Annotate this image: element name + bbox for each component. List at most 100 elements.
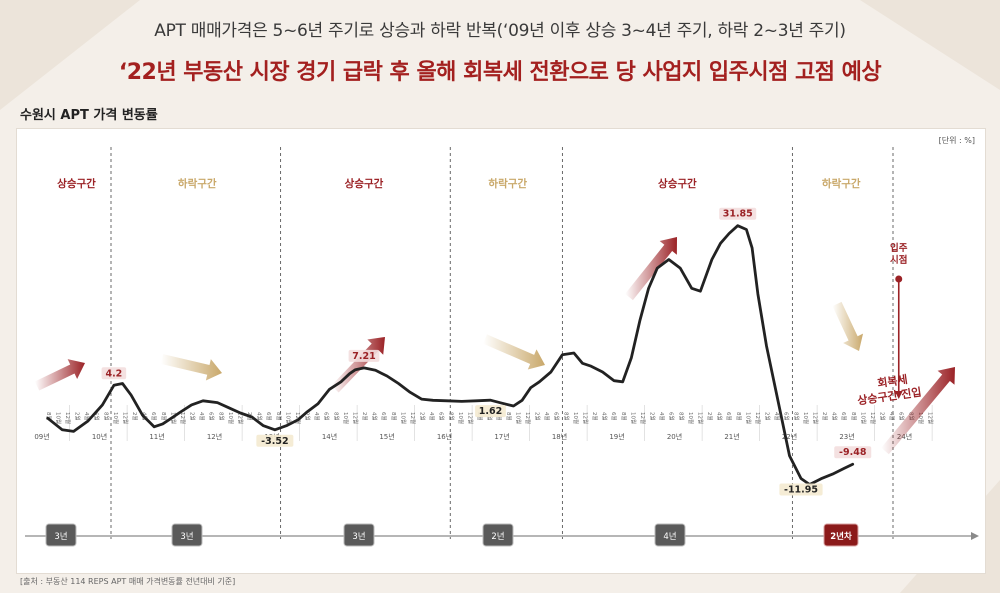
month-tick-label: 8월 (447, 412, 455, 421)
value-label-bg (101, 367, 127, 380)
duration-badge (171, 523, 203, 547)
month-tick-label: 2월 (534, 412, 542, 421)
subtitle: APT 매매가격은 5~6년 주기로 상승과 하락 반복(‘09년 이후 상승 … (154, 21, 846, 41)
page-title: ‘22년 부동산 시장 경기 급락 후 올해 회복세 전환으로 당 사업지 입주… (118, 60, 882, 85)
month-tick-label: 12월 (121, 412, 129, 424)
trend-down-arrow (483, 334, 545, 370)
duration-label: 2년 (491, 531, 504, 542)
month-tick-label: 4월 (601, 412, 609, 421)
month-tick-label: 10월 (342, 412, 350, 424)
month-tick-label: 6월 (438, 412, 446, 421)
month-tick-label: 2월 (821, 412, 829, 421)
duration-badge (654, 523, 686, 547)
month-tick-label: 2월 (649, 412, 657, 421)
phase-label: 하락구간 (178, 177, 217, 190)
month-tick-label: 10월 (859, 412, 867, 424)
value-label-bg (475, 405, 506, 418)
year-tick-label: 19년 (609, 432, 624, 441)
month-tick-label: 8월 (390, 412, 398, 421)
trend-down-arrow (832, 301, 864, 351)
value-label: 7.21 (352, 351, 375, 362)
year-tick-label: 20년 (667, 432, 682, 441)
month-tick-label: 10월 (399, 412, 407, 424)
duration-badge (482, 523, 514, 547)
timeline-arrowhead (971, 532, 979, 540)
month-tick-label: 4월 (773, 412, 781, 421)
duration-badge (45, 523, 77, 547)
phase-label: 하락구간 (488, 177, 527, 190)
month-tick-label: 6월 (783, 412, 791, 421)
duration-label: 4년 (663, 531, 676, 542)
month-tick-label: 8월 (275, 412, 283, 421)
month-tick-label: 2월 (591, 412, 599, 421)
duration-label: 2년차 (830, 531, 852, 542)
month-tick-label: 12월 (524, 412, 532, 424)
month-tick-label: 2월 (361, 412, 369, 421)
month-tick-label: 10월 (112, 412, 120, 424)
year-tick-label: 17년 (494, 432, 509, 441)
year-tick-label: 18년 (552, 432, 567, 441)
month-tick-label: 4월 (716, 412, 724, 421)
recovery-label: 회복세 (876, 372, 908, 390)
value-label: 1.62 (479, 406, 502, 417)
month-tick-label: 10월 (802, 412, 810, 424)
value-label: -9.48 (839, 447, 867, 458)
month-tick-label: 6월 (150, 412, 158, 421)
month-tick-label: 2월 (419, 412, 427, 421)
year-tick-label: 10년 (92, 432, 107, 441)
month-tick-label: 8월 (620, 412, 628, 421)
month-tick-label: 6월 (208, 412, 216, 421)
month-tick-label: 12월 (926, 412, 934, 424)
value-label: 4.2 (105, 368, 122, 379)
month-tick-label: 12월 (179, 412, 187, 424)
year-tick-label: 24년 (897, 432, 912, 441)
month-tick-label: 6월 (840, 412, 848, 421)
month-tick-label: 10월 (54, 412, 62, 424)
month-tick-label: 8월 (102, 412, 110, 421)
month-tick-label: 6월 (265, 412, 273, 421)
month-tick-label: 10월 (687, 412, 695, 424)
unit-label: [단위 : %] (938, 136, 975, 145)
duration-label: 3년 (54, 531, 67, 542)
month-tick-label: 12월 (869, 412, 877, 424)
month-tick-label: 8월 (332, 412, 340, 421)
price-change-line (46, 224, 855, 486)
month-tick-label: 12월 (409, 412, 417, 424)
year-tick-label: 23년 (839, 432, 854, 441)
month-tick-label: 4월 (313, 412, 321, 421)
month-tick-label: 10월 (744, 412, 752, 424)
value-label-bg (719, 207, 757, 220)
duration-label: 3년 (352, 531, 365, 542)
month-tick-label: 8월 (792, 412, 800, 421)
month-tick-label: 6월 (668, 412, 676, 421)
value-label-bg (834, 446, 872, 459)
value-label-bg (348, 349, 380, 362)
duration-badge (343, 523, 375, 547)
month-tick-label: 12월 (811, 412, 819, 424)
year-tick-label: 15년 (379, 432, 394, 441)
month-tick-label: 4월 (888, 412, 896, 421)
month-tick-label: 10월 (917, 412, 925, 424)
month-tick-label: 6월 (898, 412, 906, 421)
trend-down-arrow (160, 354, 222, 381)
month-tick-label: 10월 (284, 412, 292, 424)
month-tick-label: 12월 (639, 412, 647, 424)
month-tick-label: 2월 (764, 412, 772, 421)
phase-label: 상승구간 (658, 177, 697, 190)
month-tick-label: 2월 (706, 412, 714, 421)
phase-label: 하락구간 (822, 177, 861, 190)
month-tick-label: 4월 (256, 412, 264, 421)
chart-title: 수원시 APT 가격 변동률 (20, 108, 158, 123)
month-tick-label: 12월 (754, 412, 762, 424)
month-tick-label: 12월 (236, 412, 244, 424)
month-tick-label: 10월 (514, 412, 522, 424)
value-label-bg (779, 483, 823, 496)
month-tick-label: 6월 (725, 412, 733, 421)
move-in-label: 시점 (890, 254, 907, 266)
month-tick-label: 4월 (831, 412, 839, 421)
duration-badge (823, 523, 859, 547)
month-tick-label: 2월 (879, 412, 887, 421)
year-tick-label: 21년 (724, 432, 739, 441)
month-tick-label: 12월 (466, 412, 474, 424)
month-tick-label: 8월 (677, 412, 685, 421)
